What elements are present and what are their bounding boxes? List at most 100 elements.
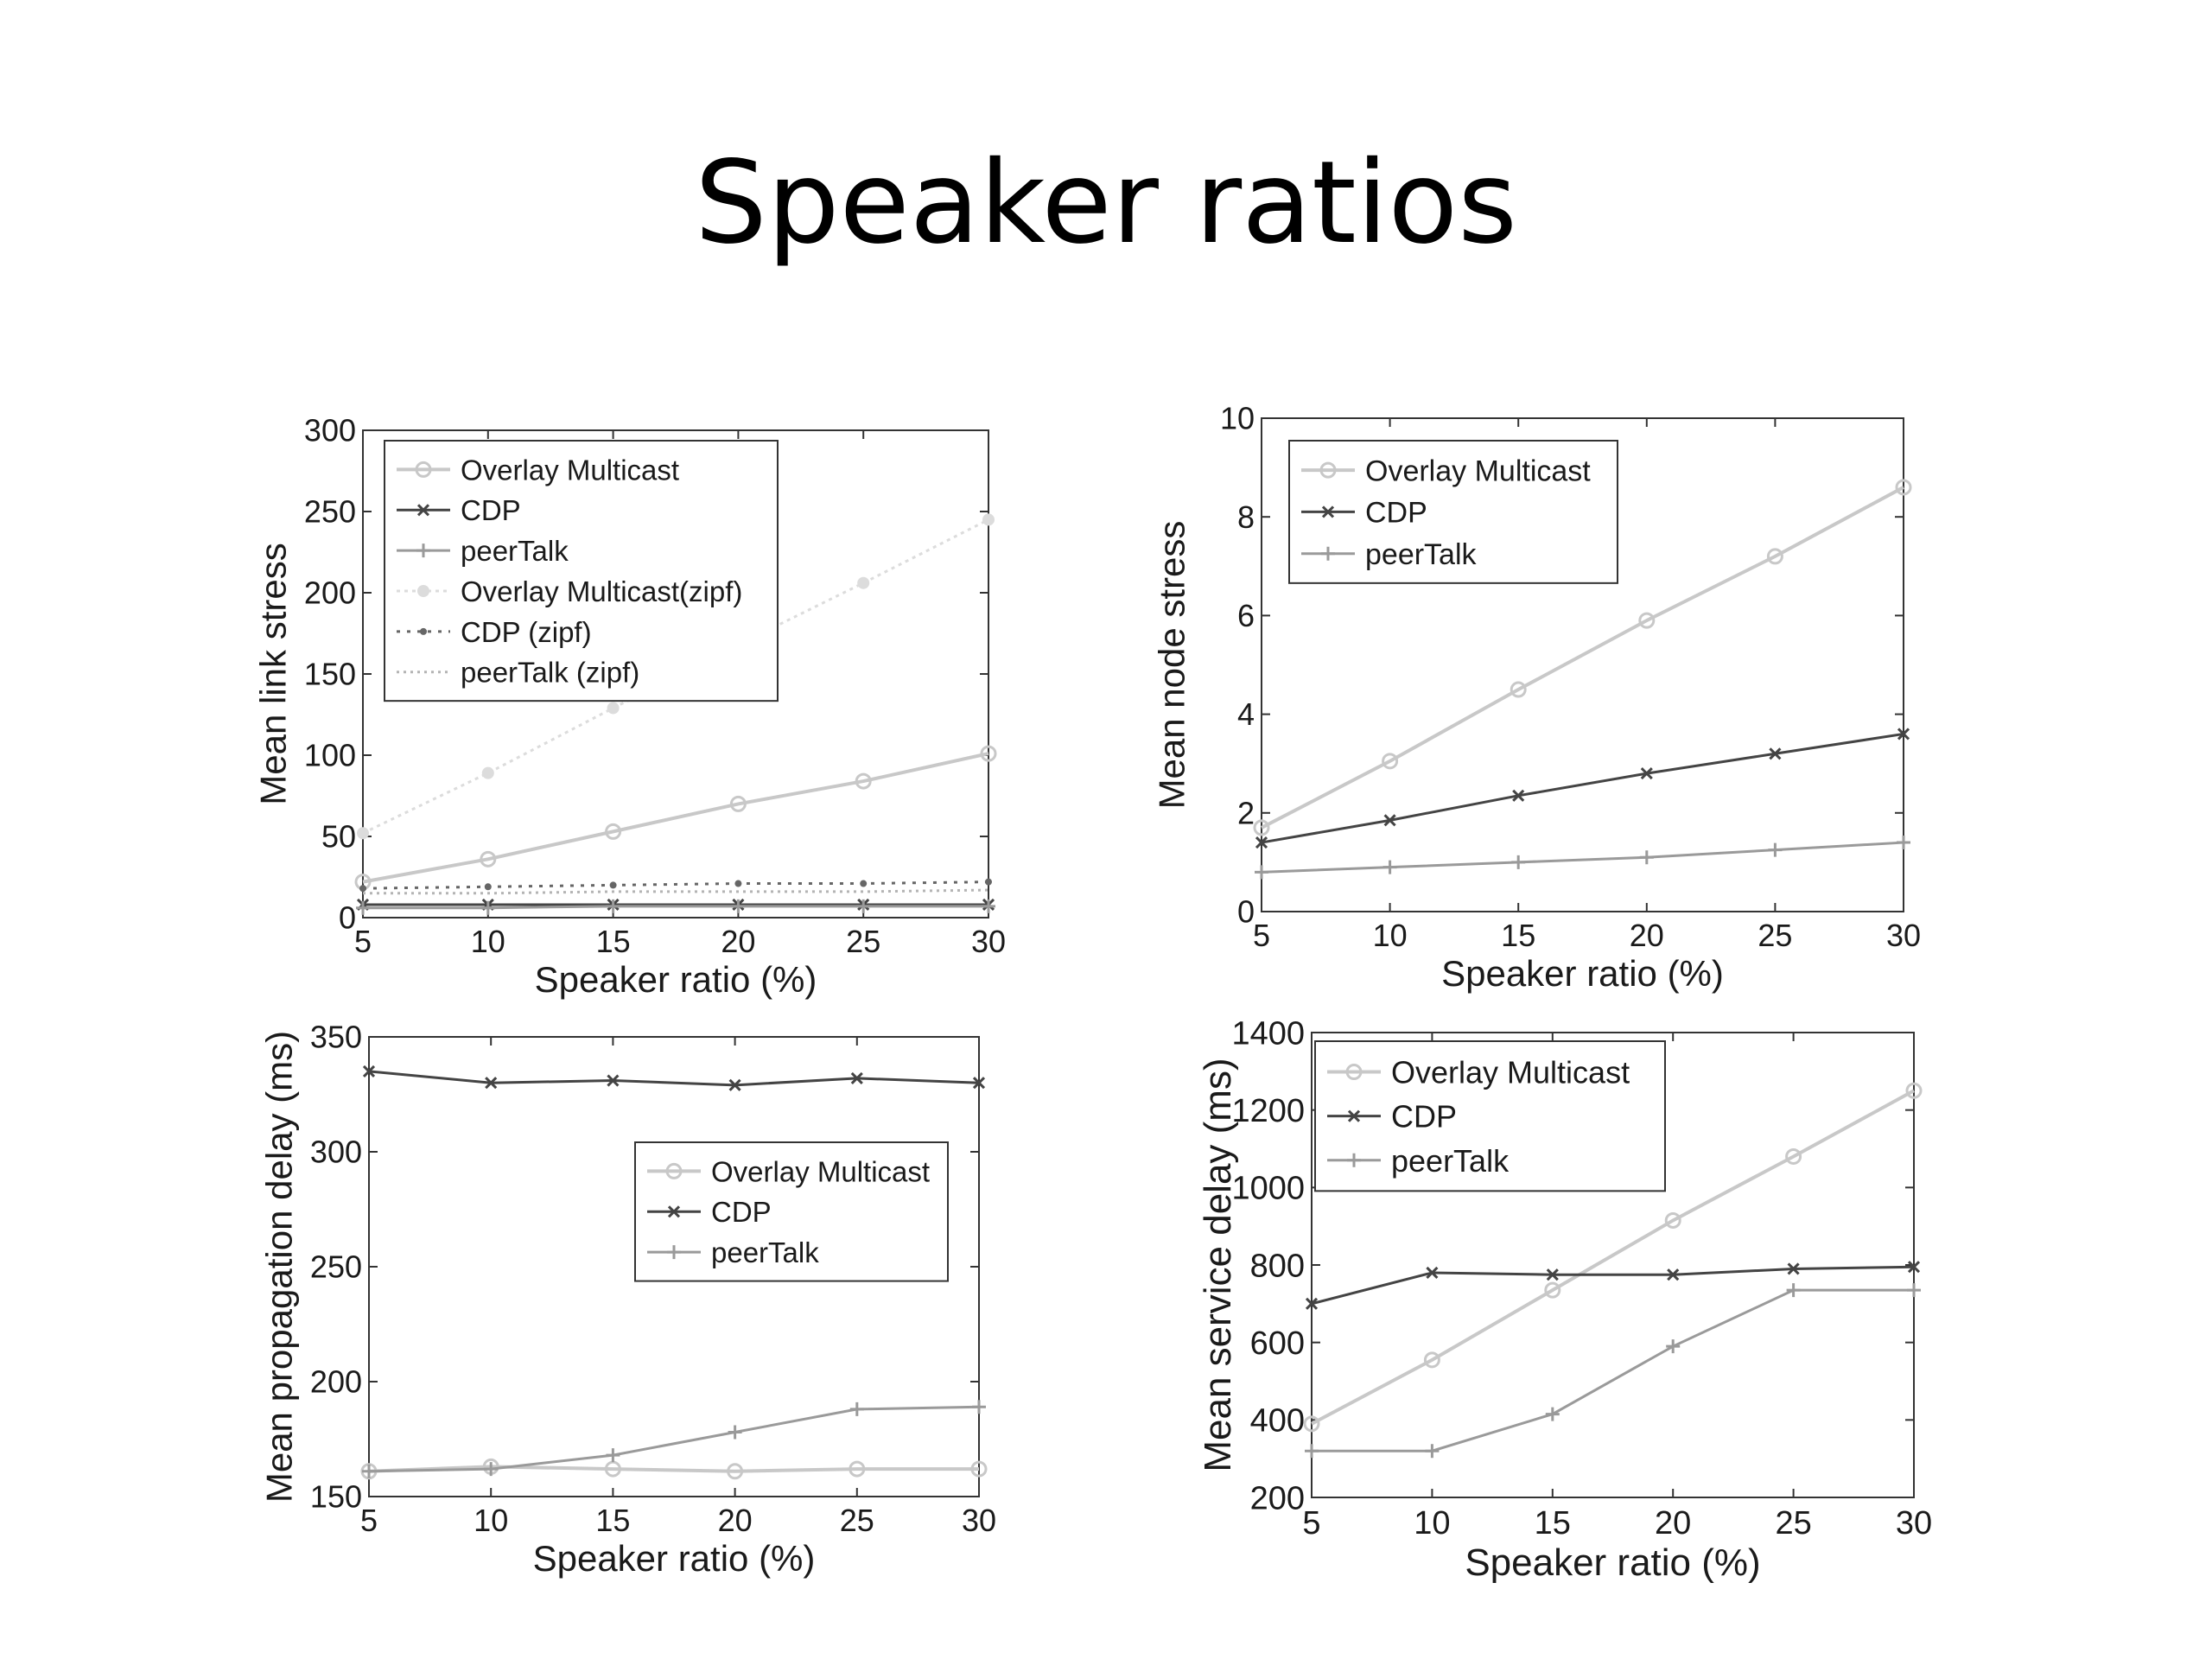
- y-tick-label: 300: [304, 413, 356, 448]
- data-point: [1303, 1415, 1320, 1433]
- chart-mean-service-delay: 5 10 15 20 25 30 200 400 600 800 1000 1200 1400 Speak…: [1197, 1015, 1932, 1584]
- y-tick-label: 0: [1237, 894, 1255, 930]
- data-point: [481, 766, 494, 779]
- data-point: [1305, 1444, 1319, 1459]
- series-line: [362, 880, 989, 890]
- series-line: [368, 1465, 979, 1473]
- x-tick-label: 15: [1501, 918, 1535, 953]
- legend-label: Overlay Multicast: [1365, 454, 1591, 487]
- legend-label: peerTalk: [461, 535, 569, 567]
- data-point: [1897, 728, 1910, 741]
- data-point: [606, 899, 620, 913]
- x-tick-label: 5: [354, 924, 372, 959]
- data-point: [480, 850, 497, 868]
- y-tick-label: 150: [310, 1479, 362, 1515]
- data-point: [1511, 855, 1526, 869]
- legend-marker: [1321, 505, 1335, 518]
- series-line: [363, 905, 988, 910]
- data-point: [1544, 1281, 1561, 1299]
- y-tick-label: 1200: [1231, 1093, 1305, 1129]
- x-tick-label: 5: [1253, 918, 1270, 953]
- series-overlay-multicast: [360, 1458, 988, 1480]
- y-tick-label: 250: [304, 494, 356, 530]
- y-tick-label: 6: [1237, 598, 1255, 633]
- data-point: [606, 1448, 620, 1463]
- series-line: [1261, 841, 1904, 874]
- data-point: [609, 881, 617, 889]
- x-tick-label: 5: [360, 1503, 378, 1538]
- data-point: [970, 1460, 988, 1478]
- legend-marker: [667, 1245, 681, 1260]
- series-line: [362, 752, 989, 884]
- data-point: [855, 772, 872, 790]
- y-tick-label: 250: [310, 1249, 362, 1285]
- data-point: [980, 745, 997, 762]
- y-tick-label: 1400: [1231, 1015, 1305, 1052]
- data-point: [1425, 1444, 1440, 1459]
- legend-marker: [665, 1162, 683, 1179]
- data-point: [985, 878, 992, 886]
- data-point: [1905, 1082, 1923, 1099]
- data-point: [1664, 1211, 1681, 1229]
- x-tick-label: 15: [595, 1503, 630, 1538]
- legend-label: peerTalk (zipf): [461, 657, 639, 689]
- data-point: [1786, 1283, 1801, 1298]
- y-tick-label: 200: [310, 1364, 362, 1400]
- series-cdp: [1255, 728, 1910, 849]
- legend-label: CDP: [461, 494, 521, 526]
- data-point: [362, 1065, 376, 1077]
- x-tick-label: 20: [721, 924, 755, 959]
- data-point: [1382, 753, 1399, 770]
- y-tick-label: 600: [1250, 1325, 1305, 1362]
- legend-box: [384, 440, 779, 702]
- slide-title: Speaker ratios: [695, 137, 1517, 270]
- y-axis-label: Mean service delay (ms): [1197, 1058, 1239, 1471]
- y-tick-label: 300: [310, 1135, 362, 1170]
- data-point: [1305, 1297, 1319, 1310]
- legend-marker: [416, 543, 430, 558]
- data-point: [484, 1462, 499, 1477]
- data-point: [1639, 850, 1654, 865]
- data-point: [1426, 1266, 1439, 1280]
- legend-marker: [1347, 1153, 1361, 1167]
- data-point: [1255, 836, 1268, 849]
- x-tick-label: 25: [1758, 918, 1792, 953]
- y-tick-label: 1000: [1231, 1171, 1305, 1207]
- data-point: [1768, 842, 1783, 857]
- legend: Overlay Multicast CDP peerTalk Overlay Mult…: [384, 440, 779, 702]
- legend-marker: [667, 1205, 681, 1218]
- chart-mean-node-stress: 5 10 15 20 25 30 0 2 4 6 8 10 Speaker ratio (%) Mean …: [1151, 401, 1921, 994]
- series-cdp: [362, 1065, 986, 1091]
- series-overlay-multicast: [1253, 479, 1912, 836]
- data-point: [1666, 1339, 1681, 1354]
- legend: Overlay Multicast CDP peerTalk: [1314, 1040, 1666, 1192]
- data-point: [729, 795, 747, 812]
- data-point: [728, 1078, 741, 1091]
- legend-label: CDP: [1391, 1099, 1457, 1135]
- x-tick-label: 5: [1302, 1505, 1320, 1541]
- series-line: [363, 888, 989, 895]
- data-point: [356, 900, 370, 915]
- x-axis-label: Speaker ratio (%): [1441, 953, 1724, 994]
- data-point: [357, 827, 369, 840]
- series-peertalk: [362, 1400, 986, 1478]
- x-axis-label: Speaker ratio (%): [533, 1538, 816, 1579]
- data-point: [728, 1425, 742, 1440]
- data-point: [972, 1400, 986, 1414]
- legend-label: CDP: [711, 1196, 772, 1228]
- legend-label: Overlay Multicast(zipf): [461, 575, 742, 607]
- data-point: [860, 880, 868, 887]
- series-peertalk-zipf-: [363, 888, 989, 895]
- data-point: [359, 885, 366, 893]
- x-tick-label: 25: [1775, 1505, 1811, 1541]
- data-point: [1785, 1147, 1802, 1165]
- legend-label: Overlay Multicast: [1391, 1055, 1630, 1090]
- y-tick-label: 8: [1237, 499, 1255, 535]
- y-tick-label: 800: [1250, 1248, 1305, 1284]
- y-axis-label: Mean link stress: [252, 543, 293, 804]
- series-overlay-multicast: [354, 745, 997, 891]
- legend-marker: [1347, 1109, 1361, 1122]
- y-axis-label: Mean node stress: [1151, 521, 1192, 810]
- data-point: [1512, 789, 1525, 802]
- data-point: [982, 899, 995, 913]
